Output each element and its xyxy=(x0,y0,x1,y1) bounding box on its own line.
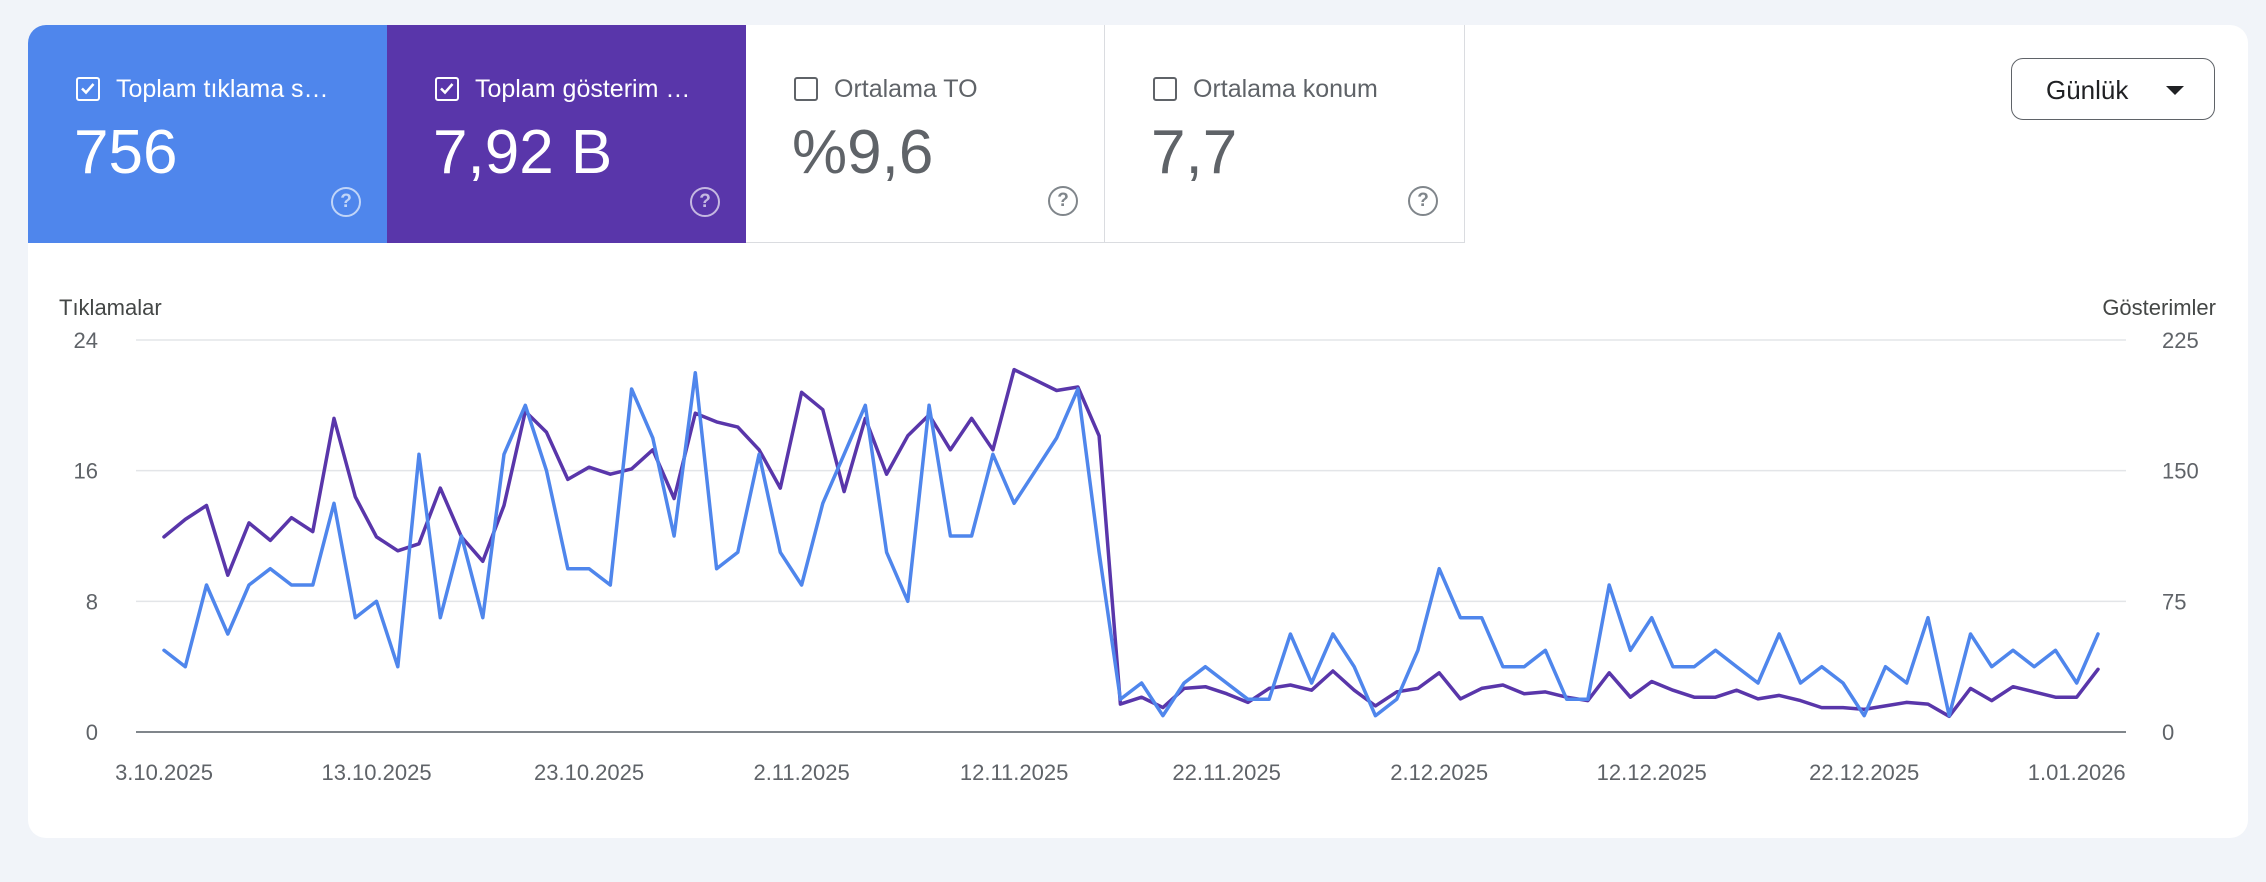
x-tick-label: 13.10.2025 xyxy=(321,760,431,785)
help-circle-icon[interactable]: ? xyxy=(331,187,361,217)
right-tick-label: 225 xyxy=(2162,328,2199,353)
metric-value: 7,7 xyxy=(1151,118,1238,187)
x-tick-label: 3.10.2025 xyxy=(115,760,213,785)
x-axis-ticks: 3.10.2025 13.10.2025 23.10.2025 2.11.2025 12… xyxy=(115,760,2126,785)
left-tick-label: 0 xyxy=(86,720,98,745)
checkbox-unchecked-icon[interactable] xyxy=(794,77,818,101)
left-axis-title: Tıklamalar xyxy=(59,295,162,320)
checkbox-unchecked-icon[interactable] xyxy=(1153,77,1177,101)
performance-card: Toplam tıklama s… 756 ? Toplam gösterim … xyxy=(28,25,2248,838)
x-tick-label: 2.12.2025 xyxy=(1390,760,1488,785)
x-tick-label: 22.12.2025 xyxy=(1809,760,1919,785)
dropdown-arrow-icon xyxy=(2166,86,2184,95)
help-circle-icon[interactable]: ? xyxy=(1408,186,1438,216)
right-tick-label: 75 xyxy=(2162,589,2186,614)
x-tick-label: 2.11.2025 xyxy=(753,760,849,785)
metric-total-impressions[interactable]: Toplam gösterim … 7,92 B ? xyxy=(387,25,746,243)
metric-label: Ortalama TO xyxy=(834,75,978,103)
help-circle-icon[interactable]: ? xyxy=(1048,186,1078,216)
period-dropdown-value: Günlük xyxy=(2046,75,2129,105)
period-dropdown[interactable]: Günlük xyxy=(2011,58,2215,120)
chart-grid xyxy=(136,339,2126,733)
x-tick-label: 12.12.2025 xyxy=(1597,760,1707,785)
right-tick-label: 0 xyxy=(2162,720,2174,745)
left-tick-label: 24 xyxy=(74,328,98,353)
metric-value: 756 xyxy=(74,118,178,187)
left-axis-ticks: 0 8 16 24 xyxy=(74,328,98,745)
metric-label: Toplam tıklama s… xyxy=(116,75,329,103)
x-tick-label: 23.10.2025 xyxy=(534,760,644,785)
x-tick-label: 1.01.2026 xyxy=(2028,760,2126,785)
right-axis-ticks: 0 75 150 225 xyxy=(2162,328,2199,745)
series-line-impressions[interactable] xyxy=(162,367,2100,719)
checkbox-checked-icon[interactable] xyxy=(435,77,459,101)
metric-average-ctr[interactable]: Ortalama TO %9,6 ? xyxy=(746,25,1105,243)
metric-label: Toplam gösterim … xyxy=(475,75,691,103)
chart-series xyxy=(162,367,2100,719)
right-tick-label: 150 xyxy=(2162,459,2199,484)
help-circle-icon[interactable]: ? xyxy=(690,187,720,217)
metric-value: 7,92 B xyxy=(433,118,613,187)
left-tick-label: 16 xyxy=(74,459,98,484)
checkbox-checked-icon[interactable] xyxy=(76,77,100,101)
metric-average-position[interactable]: Ortalama konum 7,7 ? xyxy=(1105,25,1465,243)
metric-value: %9,6 xyxy=(792,118,934,187)
left-tick-label: 8 xyxy=(86,589,98,614)
right-axis-title: Gösterimler xyxy=(2102,295,2216,320)
metric-label: Ortalama konum xyxy=(1193,75,1378,103)
metric-total-clicks[interactable]: Toplam tıklama s… 756 ? xyxy=(28,25,387,243)
x-tick-label: 22.11.2025 xyxy=(1172,760,1280,785)
series-line-clicks[interactable] xyxy=(162,370,2100,718)
x-tick-label: 12.11.2025 xyxy=(960,760,1068,785)
